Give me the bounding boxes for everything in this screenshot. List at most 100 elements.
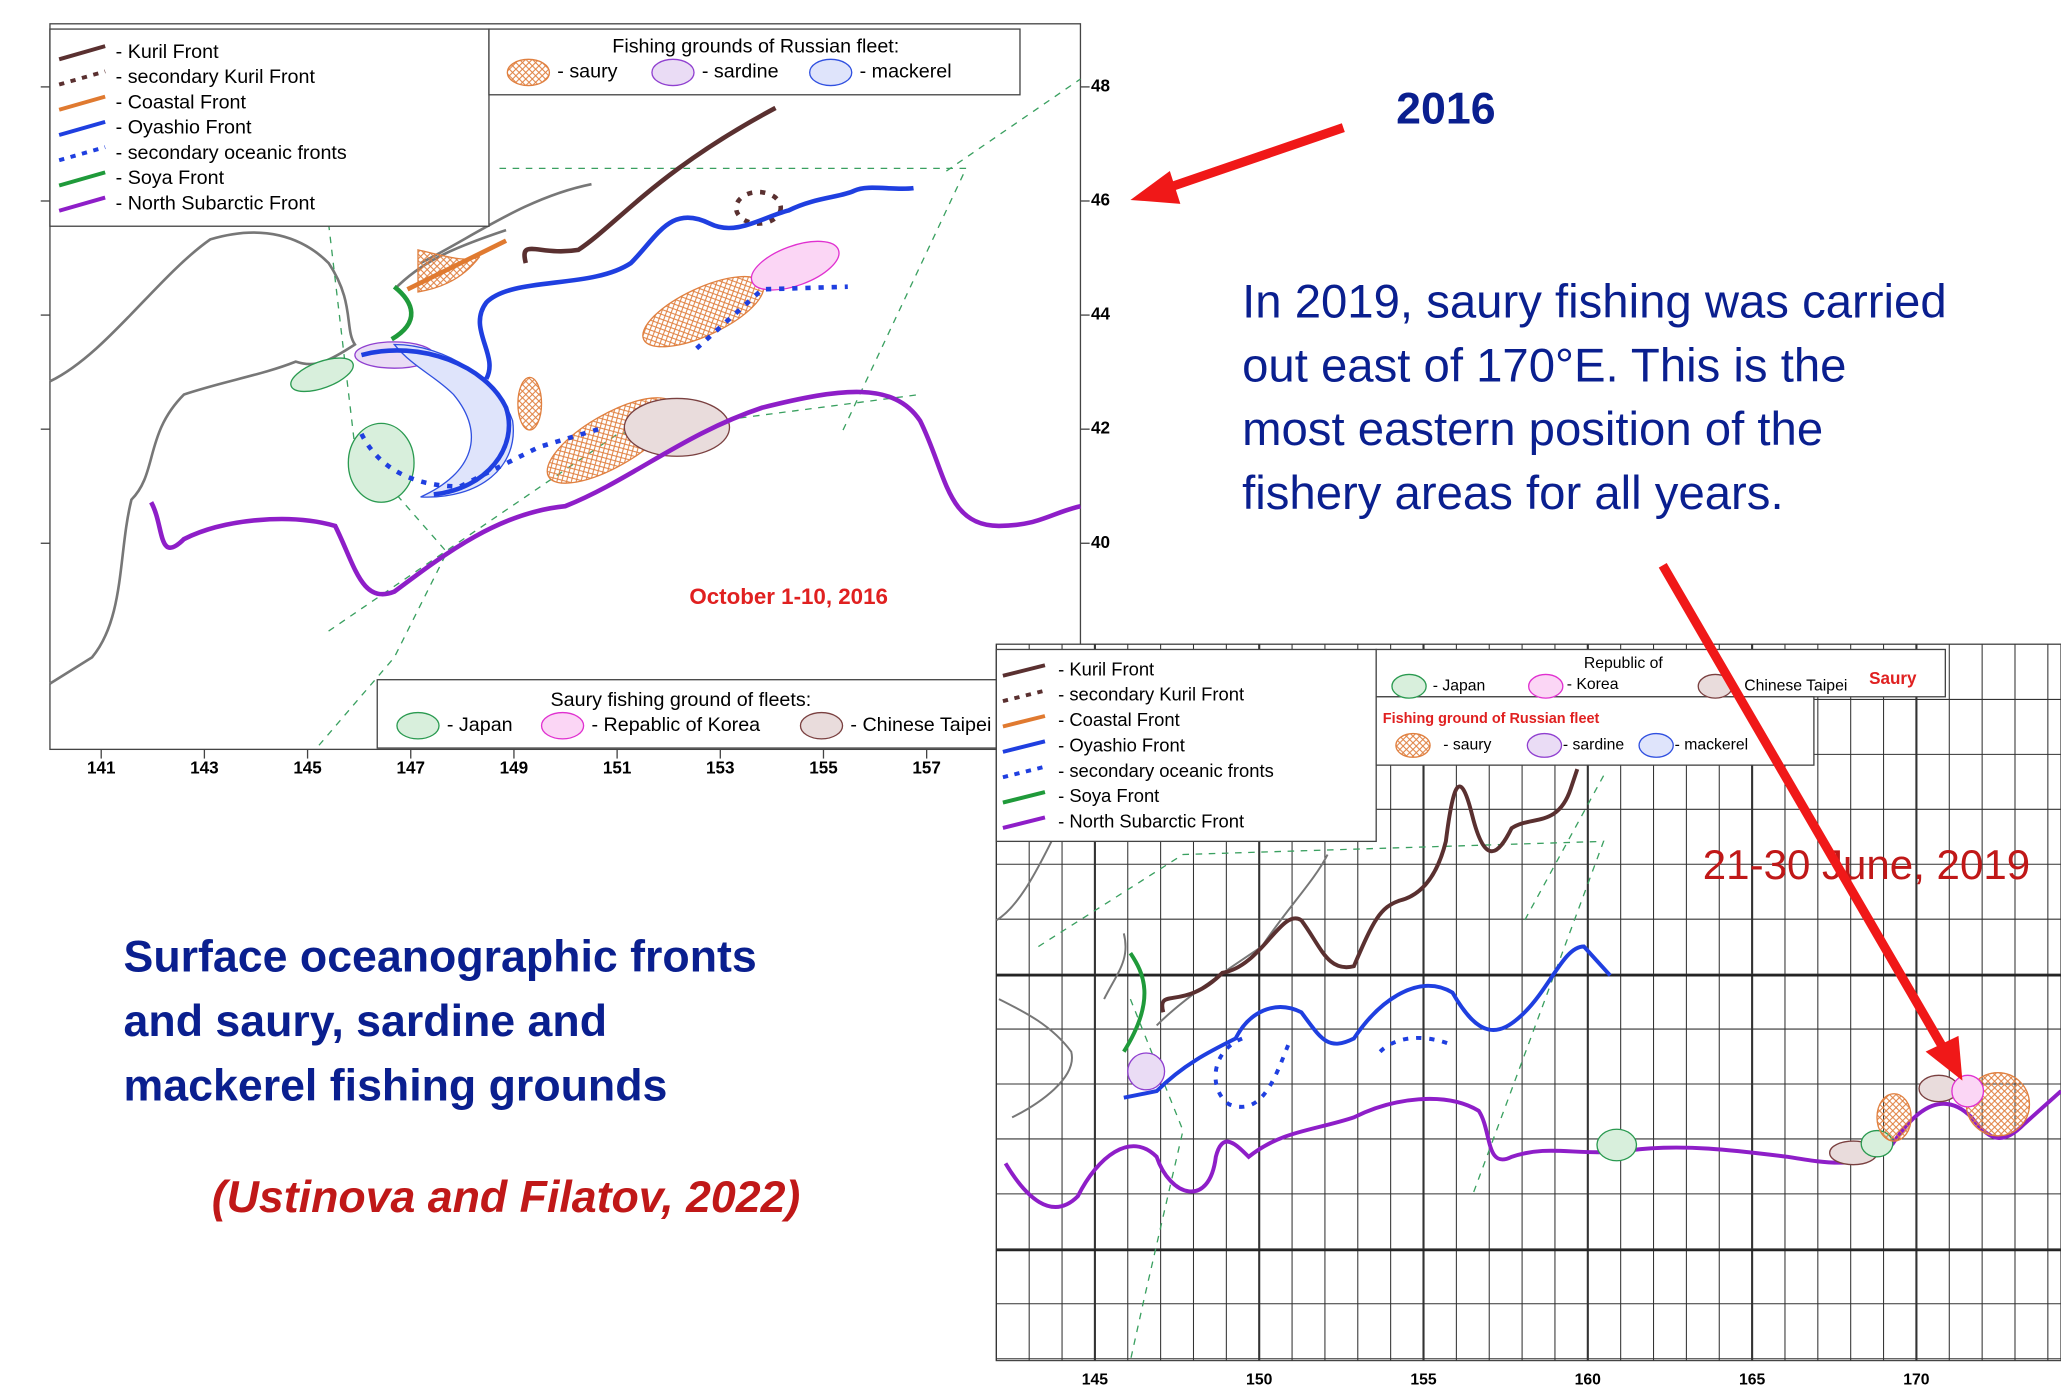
x-tick-label: 155 xyxy=(1410,1371,1437,1387)
citation: (Ustinova and Filatov, 2022) xyxy=(212,1173,801,1222)
species-label: Saury xyxy=(1869,669,1917,688)
legend-box xyxy=(488,28,1021,96)
coastline xyxy=(995,840,1329,1119)
area xyxy=(517,376,543,431)
area xyxy=(290,357,354,393)
x-tick-label: 149 xyxy=(500,759,529,778)
legend-label: - Kuril Front xyxy=(1058,658,1154,679)
legend-label: - Oyashio Front xyxy=(1058,734,1185,755)
map-2016-labels: - Kuril Front - secondary Kuril Front - Co… xyxy=(40,36,1110,778)
legend-box xyxy=(376,679,1022,749)
front xyxy=(1213,1035,1454,1109)
legend-swatch xyxy=(799,711,844,740)
front xyxy=(360,185,914,497)
x-tick-label: 157 xyxy=(912,759,941,778)
area xyxy=(750,240,840,291)
area xyxy=(623,397,731,457)
x-tick-label: 143 xyxy=(190,759,219,778)
legend-label: - secondary Kuril Front xyxy=(116,66,316,88)
map-2019-labels: - Kuril Front - secondary Kuril Front - Co… xyxy=(1002,655,1930,1387)
eez-line xyxy=(314,78,1081,750)
map-date: 21-30 June, 2019 xyxy=(1703,841,2030,888)
legend-line xyxy=(58,170,106,188)
legend-swatch xyxy=(1528,673,1564,699)
legend-label: - Korea xyxy=(1567,676,1619,693)
caption-line: Surface oceanographic fronts xyxy=(124,932,757,981)
note-line: most eastern position of the xyxy=(1242,403,1823,456)
y-tick-label: 48 xyxy=(1091,76,1110,95)
front xyxy=(1122,952,1147,1053)
legend-label: - Coastal Front xyxy=(1058,709,1180,730)
legend-label: - mackerel xyxy=(860,61,952,83)
legend-line xyxy=(1002,790,1046,805)
front xyxy=(522,105,777,264)
y-tick-label: 42 xyxy=(1091,419,1110,438)
legend-box xyxy=(995,648,1377,843)
legend-label: Republic of xyxy=(1584,655,1663,672)
note-line: fishery areas for all years. xyxy=(1242,467,1784,520)
arrow xyxy=(1658,563,1950,1054)
arrows xyxy=(1130,123,1963,1081)
legend-swatch xyxy=(1395,732,1431,758)
legend-line xyxy=(1002,688,1046,704)
y-tick-label: 46 xyxy=(1091,191,1110,210)
fishing-areas xyxy=(1127,1052,2031,1166)
x-tick-label: 145 xyxy=(293,759,322,778)
arrowhead xyxy=(1130,171,1181,204)
legend-label: - North Subarctic Front xyxy=(116,192,316,214)
fronts xyxy=(149,105,1081,597)
front xyxy=(390,284,414,342)
legend-swatch xyxy=(1391,673,1427,699)
legend-label: - North Subarctic Front xyxy=(1058,811,1244,832)
area xyxy=(1127,1052,1166,1091)
legend-label: - sardine xyxy=(1563,737,1625,754)
legend-swatch xyxy=(809,58,853,87)
legend-swatch xyxy=(396,711,440,740)
note-line: In 2019, saury fishing was carried xyxy=(1242,276,1947,329)
legend-line xyxy=(58,44,106,62)
x-tick-label: 155 xyxy=(809,759,838,778)
front xyxy=(1160,768,1580,1013)
x-tick-label: 151 xyxy=(603,759,632,778)
year-label: 2016 xyxy=(1396,85,1495,134)
map-date: October 1-10, 2016 xyxy=(689,584,888,609)
legend-label: - sardine xyxy=(702,61,779,83)
legend-label: - Kuril Front xyxy=(116,41,219,63)
legend-line xyxy=(58,145,106,163)
legend-label: - Oyashio Front xyxy=(116,117,252,139)
legend-line xyxy=(1002,815,1046,830)
note-line: out east of 170°E. This is the xyxy=(1242,339,1846,392)
legend-line xyxy=(58,94,106,112)
area xyxy=(1951,1074,1985,1108)
x-tick-label: 160 xyxy=(1575,1371,1602,1387)
legend-swatch xyxy=(1526,732,1563,758)
legend-line xyxy=(1002,764,1046,780)
legend-label: - saury xyxy=(1443,737,1491,754)
x-tick-label: 141 xyxy=(87,759,116,778)
fishing-areas xyxy=(290,240,840,503)
legend-swatch xyxy=(506,58,551,87)
legend-label: - Soya Front xyxy=(1058,785,1159,806)
legend-label: - secondary oceanic fronts xyxy=(116,142,347,164)
legend-label: - Coastal Front xyxy=(116,91,247,113)
x-tick-label: 153 xyxy=(706,759,735,778)
x-tick-label: 147 xyxy=(397,759,426,778)
legend-box xyxy=(1375,648,1946,698)
x-tick-label: 170 xyxy=(1903,1371,1930,1387)
note: In 2019, saury fishing was carried out ea… xyxy=(1242,276,1947,520)
front xyxy=(1123,944,1612,1100)
legend-label: - secondary Kuril Front xyxy=(1058,684,1244,705)
legend-line xyxy=(58,69,106,87)
caption-line: mackerel fishing grounds xyxy=(124,1061,668,1110)
legend-title: Fishing grounds of Russian fleet: xyxy=(612,36,899,58)
legend-swatch xyxy=(651,58,695,87)
legend-swatch xyxy=(1638,732,1674,758)
legend-line xyxy=(58,195,106,213)
map-2019: - Kuril Front - secondary Kuril Front - Co… xyxy=(995,643,2061,1387)
front xyxy=(149,389,1081,597)
caption: Surface oceanographic fronts and saury, s… xyxy=(124,932,757,1110)
x-tick-label: 165 xyxy=(1739,1371,1766,1387)
area xyxy=(347,422,415,503)
